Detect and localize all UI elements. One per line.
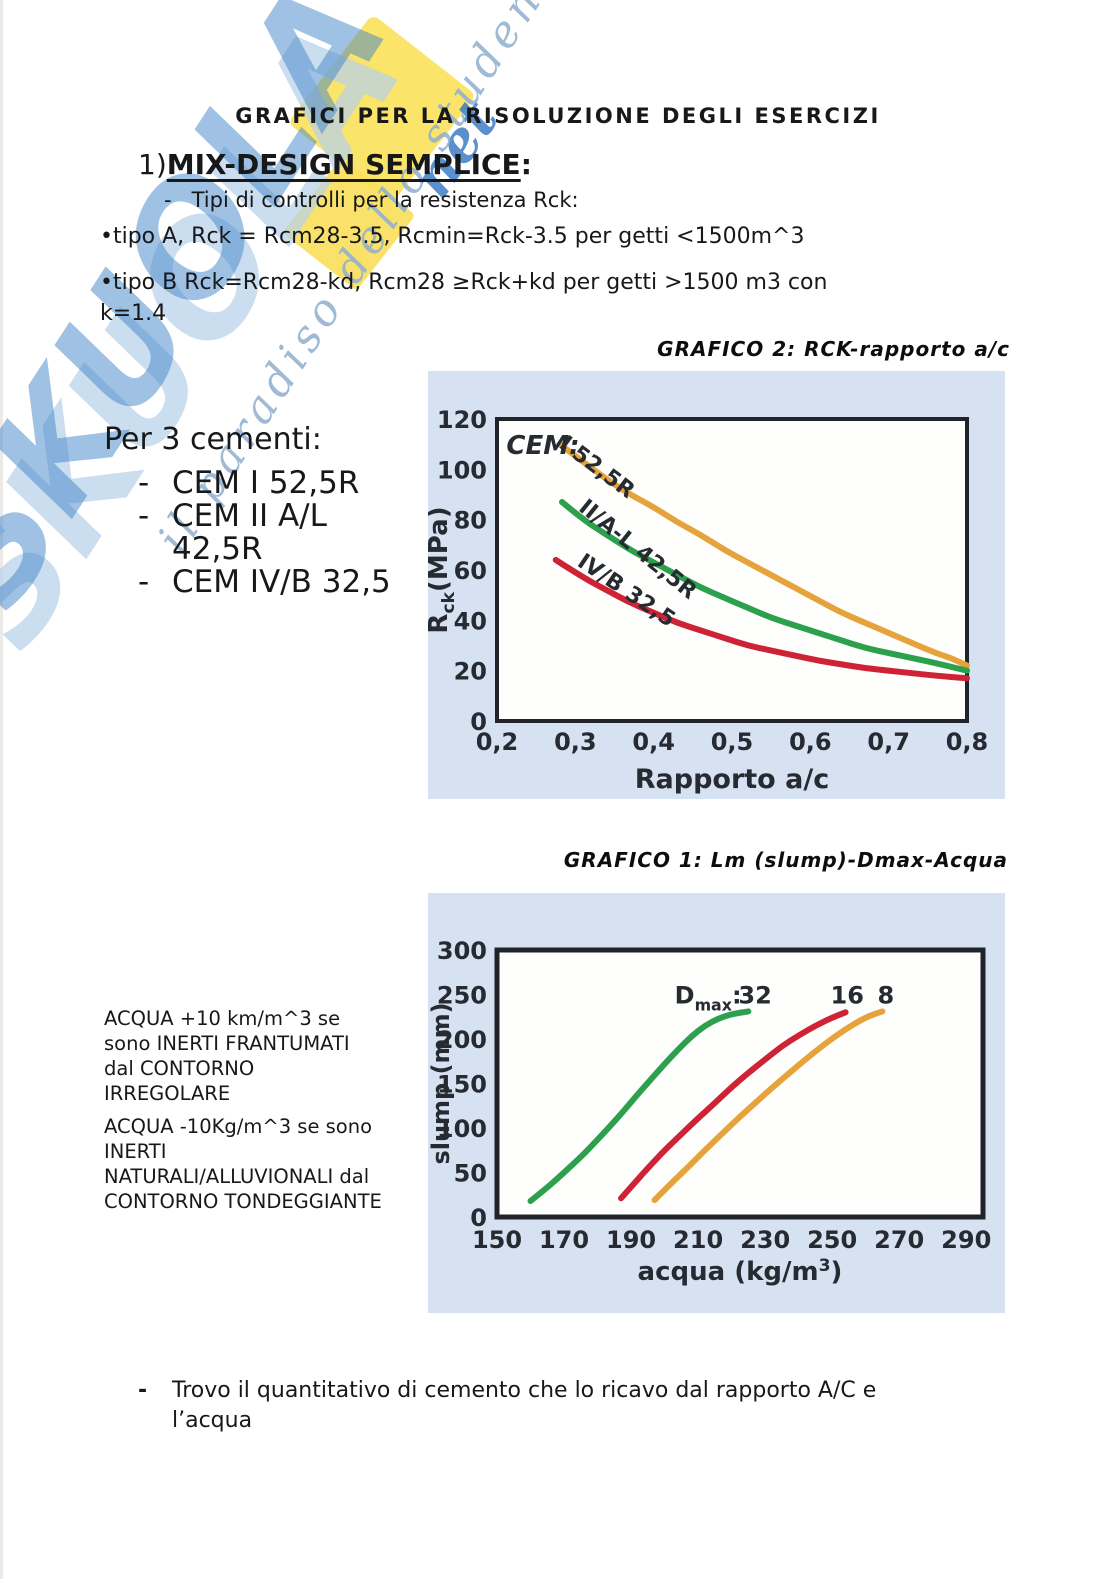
- svg-text:Rck(MPa): Rck(MPa): [428, 506, 459, 633]
- svg-text:200: 200: [437, 1026, 487, 1054]
- svg-text:300: 300: [437, 937, 487, 965]
- svg-text:Rapporto a/c: Rapporto a/c: [635, 764, 829, 795]
- svg-text:290: 290: [941, 1226, 991, 1254]
- svg-text:0: 0: [470, 708, 487, 736]
- svg-text:16: 16: [831, 981, 864, 1009]
- acqua-note-naturali: ACQUA -10Kg/m^3 se sono INERTI NATURALI/…: [104, 1115, 382, 1213]
- svg-text:230: 230: [740, 1226, 790, 1254]
- bottom-bullet-text: Trovo il quantitativo di cemento che lo …: [172, 1378, 877, 1433]
- chart-title-grafico-1: GRAFICO 1: Lm (slump)-Dmax-Acqua: [563, 848, 1008, 872]
- svg-text:acqua (kg/m3): acqua (kg/m3): [638, 1256, 843, 1287]
- svg-text:0,3: 0,3: [554, 728, 597, 756]
- svg-text:Dmax:: Dmax:: [675, 981, 742, 1014]
- svg-text:80: 80: [454, 507, 487, 535]
- svg-text:0: 0: [470, 1204, 487, 1232]
- list-item: - CEM IV/B 32,5: [138, 566, 391, 599]
- bullet-tipo-b: •tipo B Rck=Rcm28-kd, Rcm28 ≥Rck+kd per …: [100, 270, 828, 326]
- cement-item-1: CEM I 52,5R: [172, 465, 360, 501]
- slump-chart: 150 170 190 210 230 250 270 290 0 50 100 150 200 250 3…: [427, 937, 991, 1287]
- bottom-bullet: - Trovo il quantitativo di cemento che l…: [138, 1376, 876, 1436]
- list-dash: -: [138, 465, 150, 501]
- svg-text:40: 40: [454, 607, 487, 635]
- svg-text:CEM:: CEM:: [506, 431, 579, 461]
- list-dash: -: [138, 1378, 148, 1403]
- list-dash: -: [138, 564, 150, 600]
- svg-text:100: 100: [437, 1115, 487, 1143]
- list-dash: -: [138, 498, 150, 534]
- svg-text:250: 250: [437, 982, 487, 1010]
- svg-text:0,4: 0,4: [632, 728, 675, 756]
- section-heading: 1)MIX-DESIGN SEMPLICE:: [138, 148, 532, 181]
- chart-title-grafico-2: GRAFICO 2: RCK-rapporto a/c: [657, 337, 1010, 361]
- list-item: - CEM I 52,5R: [138, 467, 391, 500]
- svg-text:slump (mm): slump (mm): [428, 1002, 455, 1164]
- sub-bullet-tipi: - Tipi di controlli per la resistenza Rc…: [164, 188, 579, 212]
- section-heading-colon: :: [520, 148, 532, 181]
- rck-chart-panel: 0,2 0,3 0,4 0,5 0,6 0,7 0,8 0 20 40 60 80 100 120 Rapp…: [424, 371, 1005, 799]
- svg-text:150: 150: [472, 1226, 522, 1254]
- svg-text:0,5: 0,5: [711, 728, 754, 756]
- svg-text:0,8: 0,8: [946, 728, 989, 756]
- svg-text:0,2: 0,2: [476, 728, 519, 756]
- list-item: - CEM II A/L 42,5R: [138, 500, 391, 566]
- cement-item-2: CEM II A/L 42,5R: [172, 498, 327, 567]
- page-title: GRAFICI PER LA RISOLUZIONE DEGLI ESERCIZ…: [235, 104, 881, 128]
- svg-text:100: 100: [437, 456, 487, 484]
- svg-text:170: 170: [539, 1226, 589, 1254]
- svg-text:190: 190: [606, 1226, 656, 1254]
- section-heading-text: MIX-DESIGN SEMPLICE: [166, 148, 521, 181]
- svg-text:270: 270: [874, 1226, 924, 1254]
- svg-text:32: 32: [738, 981, 771, 1009]
- slump-chart-panel: 150 170 190 210 230 250 270 290 0 50 100 150 200 250 3…: [427, 893, 1005, 1313]
- svg-text:50: 50: [454, 1160, 487, 1188]
- svg-text:0,6: 0,6: [789, 728, 832, 756]
- bullet-tipo-a: •tipo A, Rck = Rcm28-3.5, Rcmin=Rck-3.5 …: [100, 224, 805, 249]
- svg-text:120: 120: [437, 406, 487, 434]
- cement-item-3: CEM IV/B 32,5: [172, 564, 391, 600]
- svg-text:210: 210: [673, 1226, 723, 1254]
- svg-text:150: 150: [437, 1071, 487, 1099]
- rck-chart: 0,2 0,3 0,4 0,5 0,6 0,7 0,8 0 20 40 60 80 100 120 Rapp…: [424, 406, 989, 795]
- svg-text:60: 60: [454, 557, 487, 585]
- svg-text:0,7: 0,7: [867, 728, 910, 756]
- svg-text:8: 8: [877, 981, 894, 1009]
- cement-list: - CEM I 52,5R - CEM II A/L 42,5R - CEM I…: [138, 467, 391, 599]
- svg-text:250: 250: [807, 1226, 857, 1254]
- acqua-note-frantumati: ACQUA +10 km/m^3 se sono INERTI FRANTUMA…: [104, 1007, 350, 1105]
- section-number: 1): [138, 148, 167, 181]
- svg-text:20: 20: [454, 658, 487, 686]
- per3-cementi-label: Per 3 cementi:: [104, 422, 322, 457]
- scan-edge-artifact: [0, 0, 3, 1579]
